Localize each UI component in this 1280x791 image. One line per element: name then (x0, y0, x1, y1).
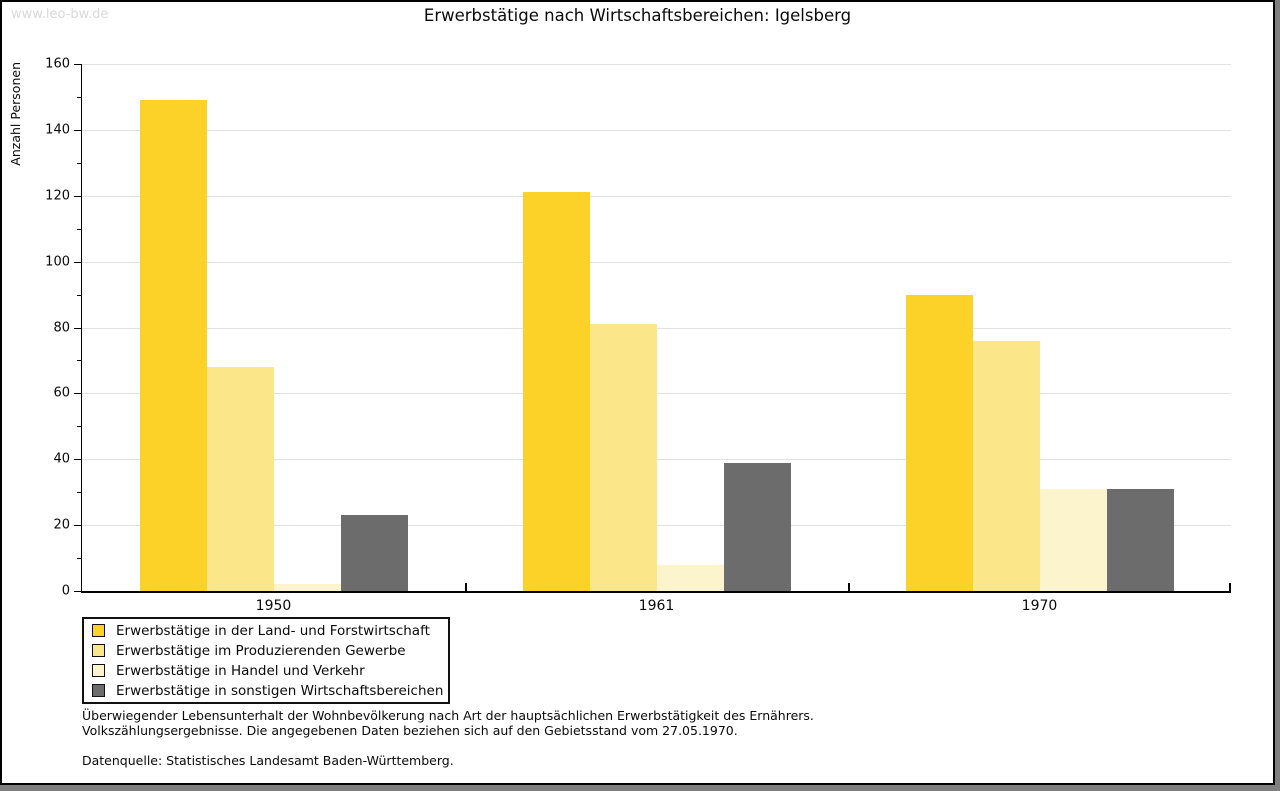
y-axis-major-tick (74, 64, 82, 65)
legend-item: Erwerbstätige in sonstigen Wirtschaftsbe… (92, 681, 448, 701)
y-tick-label: 120 (45, 188, 70, 204)
y-axis-major-tick (74, 525, 82, 527)
gridline (82, 525, 1231, 527)
x-axis-tick (848, 583, 850, 591)
gridline (82, 261, 1231, 263)
bar-1950-series-1 (139, 100, 207, 591)
footnote: Überwiegender Lebensunterhalt der Wohnbe… (82, 708, 814, 769)
gridline (82, 459, 1231, 461)
legend-label: Erwerbstätige in der Land- und Forstwirt… (116, 622, 430, 639)
legend-label: Erwerbstätige in sonstigen Wirtschaftsbe… (116, 682, 444, 699)
legend-item: Erwerbstätige in Handel und Verkehr (92, 661, 448, 681)
y-axis-major-tick (74, 327, 82, 329)
legend-swatch-handel-verkehr (92, 664, 105, 677)
gridline (82, 393, 1231, 395)
bar-1970-series-2 (972, 340, 1040, 591)
gridline (82, 64, 1231, 65)
chart-title: Erwerbstätige nach Wirtschaftsbereichen:… (423, 6, 852, 25)
x-tick-label-1970: 1970 (1021, 598, 1058, 614)
y-tick-label: 0 (61, 583, 70, 599)
y-tick-label: 60 (53, 385, 70, 401)
bar-1961-series-4 (723, 462, 791, 591)
data-source: Datenquelle: Statistisches Landesamt Bad… (82, 753, 454, 768)
y-tick-label: 80 (53, 320, 70, 335)
y-axis-minor-tick (77, 228, 82, 230)
x-tick-label-1961: 1961 (638, 598, 675, 614)
legend-item: Erwerbstätige in der Land- und Forstwirt… (92, 621, 448, 641)
y-axis-minor-tick (77, 162, 82, 164)
legend: Erwerbstätige in der Land- und Forstwirt… (82, 617, 450, 704)
y-axis-label: Anzahl Personen (8, 62, 23, 166)
bar-1970-series-1 (905, 294, 973, 591)
legend-swatch-sonstige-bereiche (92, 684, 105, 697)
legend-label: Erwerbstätige in Handel und Verkehr (116, 662, 365, 679)
y-axis-minor-tick (77, 294, 82, 296)
footnote-line-2: Volkszählungsergebnisse. Die angegebenen… (82, 722, 738, 738)
y-tick-label: 140 (45, 122, 70, 138)
legend-item: Erwerbstätige im Produzierenden Gewerbe (92, 641, 448, 661)
gridline (82, 129, 1231, 131)
y-tick-label: 100 (45, 254, 70, 270)
bar-1961-series-2 (589, 324, 657, 591)
x-tick-label-1950: 1950 (255, 598, 292, 614)
footnote-line-1: Überwiegender Lebensunterhalt der Wohnbe… (82, 708, 814, 723)
bar-1961-series-1 (522, 192, 590, 591)
y-axis-major-tick (74, 393, 82, 395)
y-axis-minor-tick (77, 492, 82, 494)
bar-1950-series-4 (340, 515, 408, 591)
y-tick-label: 20 (53, 517, 70, 533)
bar-1970-series-4 (1106, 488, 1174, 591)
y-axis-major-tick (74, 459, 82, 461)
gridline (82, 327, 1231, 329)
gridline (82, 195, 1231, 197)
plot-area: 1950 1961 1970 0 20 40 60 80 100 120 140 160 (45, 57, 1231, 614)
bar-1961-series-3 (656, 564, 724, 591)
watermark: www.leo-bw.de (11, 7, 109, 22)
x-axis-tick (1229, 583, 1231, 591)
bar-1970-series-3 (1039, 488, 1107, 591)
y-axis-major-tick (74, 195, 82, 197)
legend-label: Erwerbstätige im Produzierenden Gewerbe (116, 642, 406, 659)
y-axis-major-tick (74, 591, 82, 592)
legend-swatch-land-forstwirtschaft (92, 624, 105, 637)
x-axis-tick (465, 583, 467, 591)
y-axis-major-tick (74, 261, 82, 263)
y-tick-label: 160 (45, 56, 70, 72)
bar-1950-series-2 (206, 367, 274, 591)
legend-swatch-produzierendes-gewerbe (92, 644, 105, 657)
y-axis-minor-tick (77, 96, 82, 98)
y-axis-minor-tick (77, 426, 82, 428)
y-axis-minor-tick (77, 558, 82, 560)
y-tick-label: 40 (53, 451, 70, 467)
bar-1950-series-3 (273, 584, 341, 591)
y-axis-minor-tick (77, 360, 82, 362)
y-axis-major-tick (74, 129, 82, 131)
